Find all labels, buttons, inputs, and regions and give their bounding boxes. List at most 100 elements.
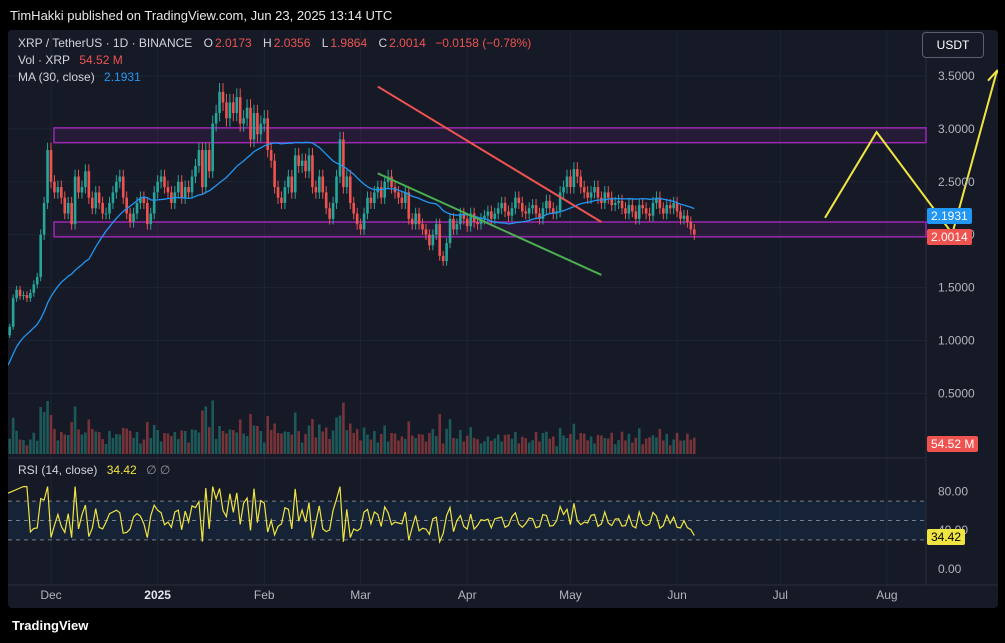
- candle-body: [125, 197, 128, 214]
- volume-bar: [465, 435, 469, 454]
- currency-button[interactable]: USDT: [922, 32, 984, 58]
- rsi-tick-label: 80.00: [938, 484, 968, 498]
- volume-bar: [235, 432, 239, 454]
- volume-bar: [211, 400, 214, 454]
- candle-body: [596, 187, 600, 198]
- volume-bar: [503, 434, 507, 454]
- time-tick-label: Jun: [667, 588, 686, 602]
- candle-body: [60, 187, 63, 198]
- candle-body: [465, 218, 469, 227]
- volume-bar: [146, 422, 149, 454]
- volume-bar: [421, 434, 424, 454]
- volume-bar: [637, 428, 641, 454]
- candle-body: [331, 202, 335, 219]
- volume-bar: [572, 423, 576, 454]
- ma-label: MA (30, close): [18, 70, 95, 84]
- volume-bar: [655, 437, 658, 454]
- candle-body: [180, 181, 184, 198]
- volume-bar: [434, 436, 438, 454]
- candle-body: [314, 187, 318, 193]
- volume-bar: [548, 438, 552, 454]
- volume-bar: [252, 425, 256, 454]
- candle-body: [256, 113, 259, 135]
- candle-body: [627, 205, 631, 214]
- candle-body: [318, 176, 321, 193]
- volume-bar: [348, 423, 352, 454]
- candle-body: [634, 211, 638, 219]
- volume-bar: [514, 432, 517, 454]
- candle-body: [204, 150, 208, 188]
- volume-bar: [376, 442, 380, 454]
- symbol-name: XRP / TetherUS · 1D · BINANCE: [18, 36, 193, 50]
- volume-bar: [400, 436, 404, 454]
- candle-body: [459, 213, 462, 225]
- volume-bar: [441, 443, 445, 454]
- volume-bar: [452, 438, 455, 454]
- volume-bar: [507, 434, 510, 454]
- candle-body: [514, 197, 517, 209]
- candle-body: [541, 208, 545, 219]
- volume-bar: [624, 440, 627, 454]
- candle-body: [551, 208, 555, 214]
- volume-bar: [135, 432, 139, 454]
- volume-bar: [589, 436, 593, 454]
- volume-bar: [242, 433, 245, 454]
- candle-body: [496, 208, 500, 214]
- volume-bar: [297, 431, 300, 454]
- candle-body: [534, 205, 538, 214]
- ohlc-high-value: 2.0356: [273, 36, 311, 50]
- candle-body: [404, 192, 407, 203]
- ma-legend: MA (30, close) 2.1931: [18, 70, 143, 84]
- candle-body: [338, 139, 342, 177]
- volume-bar: [373, 431, 376, 454]
- candle-body: [379, 187, 383, 198]
- volume-bar: [569, 434, 572, 454]
- candle-body: [448, 218, 452, 244]
- volume-bar: [15, 430, 18, 454]
- candle-body: [146, 202, 149, 225]
- candle-body: [197, 150, 201, 166]
- volume-bar: [692, 437, 696, 454]
- candle-body: [201, 150, 204, 188]
- candle-body: [304, 160, 307, 172]
- candle-body: [342, 139, 345, 188]
- volume-bar: [139, 443, 142, 454]
- ohlc-low-label: L: [321, 36, 329, 50]
- candle-body: [73, 176, 77, 225]
- ma30-line: [8, 141, 695, 367]
- volume-bar: [293, 412, 297, 454]
- volume-bar: [42, 412, 46, 454]
- candle-body: [22, 295, 25, 297]
- candle-body: [335, 176, 338, 203]
- candle-body: [431, 234, 435, 246]
- candle-body: [476, 222, 479, 225]
- volume-bar: [651, 435, 655, 454]
- volume-bar: [476, 439, 479, 454]
- volume-bar: [338, 415, 342, 454]
- candle-body: [606, 192, 610, 198]
- volume-bar: [269, 430, 273, 454]
- volume-bar: [682, 440, 686, 454]
- volume-bar: [238, 419, 242, 454]
- volume-bar: [25, 445, 29, 454]
- candle-body: [631, 205, 634, 212]
- volume-bar: [576, 439, 579, 454]
- rsi-value: 34.42: [106, 463, 137, 477]
- volume-bar: [197, 432, 201, 454]
- candle-body: [362, 213, 366, 230]
- candle-body: [610, 197, 614, 206]
- candle-body: [63, 197, 67, 214]
- volume-value: 54.52 M: [79, 53, 123, 67]
- chart-frame[interactable]: 3.50003.00002.50002.00001.50001.00000.50…: [8, 30, 998, 608]
- volume-bar: [445, 428, 448, 454]
- candle-body: [545, 200, 548, 209]
- volume-bar: [551, 436, 555, 454]
- candle-body: [579, 176, 583, 188]
- candle-body: [84, 171, 87, 188]
- chart-canvas[interactable]: 3.50003.00002.50002.00001.50001.00000.50…: [8, 30, 998, 608]
- candle-body: [42, 202, 46, 235]
- candle-body: [483, 215, 486, 219]
- volume-bar: [500, 441, 503, 454]
- volume-bar: [256, 426, 259, 454]
